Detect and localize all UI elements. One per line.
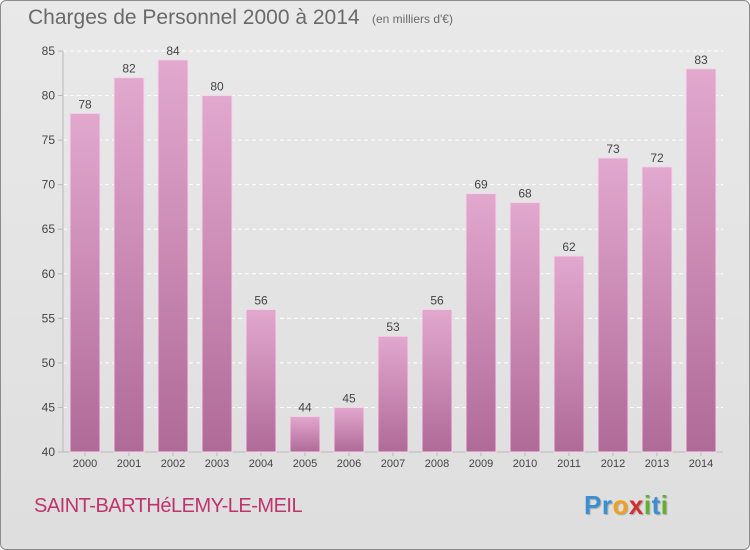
x-tick-label: 2009 (469, 458, 493, 470)
chart-title: Charges de Personnel 2000 à 2014 (28, 6, 360, 29)
bar (377, 335, 409, 453)
x-tick-label: 2003 (205, 458, 229, 470)
bar (333, 406, 365, 453)
y-tick-label: 50 (42, 356, 56, 370)
bar (509, 201, 541, 453)
bar-value-label: 53 (386, 320, 400, 334)
commune-name: SAINT-BARTHéLEMY-LE-MEIL (34, 495, 303, 517)
x-tick-label: 2001 (117, 458, 141, 470)
bar-value-label: 56 (430, 293, 444, 307)
bar (421, 308, 453, 453)
bar (641, 166, 673, 453)
x-tick-label: 2006 (337, 458, 361, 470)
bar-value-label: 82 (122, 62, 136, 76)
bar-value-label: 45 (342, 391, 356, 405)
bars (69, 59, 717, 453)
x-tick-label: 2002 (161, 458, 185, 470)
y-tick-label: 65 (42, 222, 56, 236)
bar (201, 95, 233, 453)
bar (465, 193, 497, 453)
bar (157, 59, 189, 453)
y-tick-label: 75 (42, 133, 56, 147)
x-tick-label: 2011 (557, 458, 581, 470)
x-tick-label: 2013 (645, 458, 669, 470)
x-tick-label: 2000 (73, 458, 97, 470)
bar-value-label: 73 (606, 142, 620, 156)
x-tick-label: 2012 (601, 458, 625, 470)
bar-value-label: 72 (650, 151, 664, 165)
x-tick-label: 2004 (249, 458, 273, 470)
y-tick-label: 80 (42, 89, 56, 103)
bar (289, 415, 321, 453)
logo-letter: r (601, 490, 613, 520)
y-tick-label: 40 (42, 445, 56, 459)
logo-letter: o (612, 490, 629, 520)
bar-value-label: 80 (210, 80, 224, 94)
logo-letter: P (584, 490, 602, 520)
x-tick-label: 2014 (689, 458, 713, 470)
bar (553, 255, 585, 453)
x-tick-label: 2005 (293, 458, 317, 470)
bar-value-label: 62 (562, 240, 576, 254)
bar-value-label: 69 (474, 178, 488, 192)
bar (245, 308, 277, 453)
labels: 40 45 50 55 60 65 70 75 80 85 78 2000 82 2001 84 2002 80… (42, 44, 714, 470)
proxiti-logo: Proxiti (584, 490, 668, 521)
y-tick-label: 85 (42, 44, 56, 58)
logo-letter: t (651, 490, 661, 520)
bar-value-label: 78 (78, 97, 92, 111)
logo-letter: i (660, 490, 669, 520)
y-tick-label: 70 (42, 178, 56, 192)
bar (69, 112, 101, 453)
bar-value-label: 68 (518, 186, 532, 200)
bar-value-label: 44 (298, 400, 312, 414)
x-tick-label: 2010 (513, 458, 537, 470)
y-tick-label: 55 (42, 311, 56, 325)
logo-letter: i (643, 490, 652, 520)
y-tick-label: 45 (42, 400, 56, 414)
bar-value-label: 83 (694, 53, 708, 67)
bar (685, 68, 717, 453)
x-tick-label: 2007 (381, 458, 405, 470)
chart-subtitle: (en milliers d'€) (372, 12, 453, 26)
bar (597, 157, 629, 453)
x-tick-label: 2008 (425, 458, 449, 470)
bar-value-label: 84 (166, 44, 180, 58)
logo-letter: x (628, 490, 644, 520)
y-tick-label: 60 (42, 267, 56, 281)
bar-value-label: 56 (254, 293, 268, 307)
bar (113, 77, 145, 453)
